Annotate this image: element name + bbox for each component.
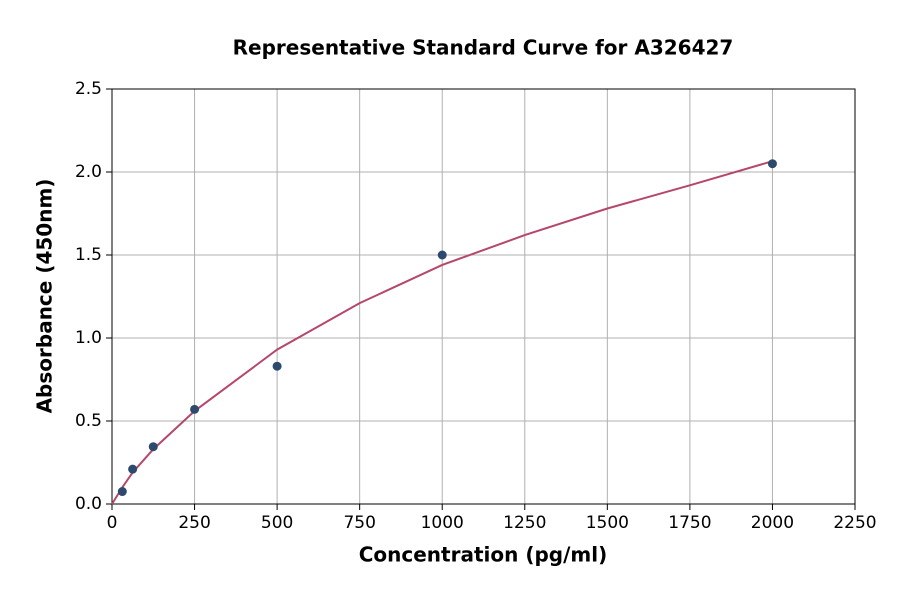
x-tick-label: 1000 (421, 513, 464, 533)
x-tick-label: 750 (343, 513, 375, 533)
x-tick-label: 2000 (751, 513, 794, 533)
data-point (190, 404, 200, 414)
y-tick-label: 1.0 (75, 328, 102, 348)
x-tick-label: 1250 (503, 513, 546, 533)
x-tick-label: 0 (107, 513, 118, 533)
data-point (148, 442, 158, 452)
x-tick-label: 250 (178, 513, 210, 533)
y-tick-label: 0.0 (75, 494, 102, 514)
chart-title: Representative Standard Curve for A32642… (233, 36, 734, 60)
data-point (128, 464, 138, 474)
data-point (272, 361, 282, 371)
y-axis-label: Absorbance (450nm) (33, 179, 57, 414)
data-point (437, 250, 447, 260)
y-tick-label: 2.0 (75, 162, 102, 182)
plot-frame (111, 88, 856, 505)
x-tick-label: 500 (261, 513, 293, 533)
x-tick-label: 1500 (586, 513, 629, 533)
fit-curve (111, 160, 773, 505)
x-axis-label: Concentration (pg/ml) (359, 543, 608, 567)
x-tick-label: 1750 (668, 513, 711, 533)
x-tick-label: 2250 (833, 513, 876, 533)
data-point (117, 487, 127, 497)
y-tick-label: 1.5 (75, 245, 102, 265)
y-tick-label: 2.5 (75, 79, 102, 99)
y-tick-label: 0.5 (75, 411, 102, 431)
data-point (767, 159, 777, 169)
